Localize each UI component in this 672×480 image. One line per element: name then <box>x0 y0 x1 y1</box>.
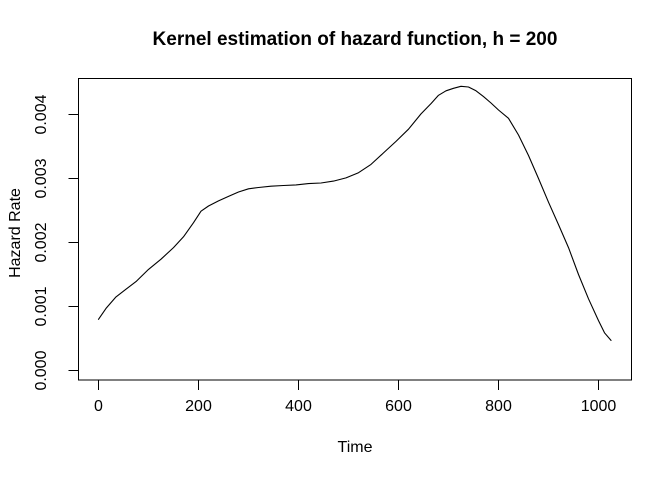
y-axis-label: Hazard Rate <box>7 188 24 278</box>
y-axis-tick-label: 0.004 <box>33 94 50 134</box>
y-axis-tick-label: 0.003 <box>33 158 50 198</box>
hazard-curve <box>97 85 612 341</box>
plot-box <box>78 78 632 381</box>
y-axis-tick-label: 0.000 <box>33 350 50 390</box>
x-axis-tick-label: 0 <box>94 398 103 415</box>
y-axis-tick-label: 0.001 <box>33 286 50 326</box>
x-axis-label: Time <box>338 439 373 456</box>
x-axis-tick-label: 1000 <box>581 398 617 415</box>
x-axis-tick-label: 200 <box>185 398 212 415</box>
plot-area: 0 200 400 600 800 1000 0.000 0.001 0.002 0.003 0.0… <box>33 78 632 415</box>
x-axis-tick-label: 400 <box>285 398 312 415</box>
chart-title: Kernel estimation of hazard function, h … <box>153 29 558 50</box>
x-axis-tick-label: 800 <box>485 398 512 415</box>
y-axis-tick-label: 0.002 <box>33 222 50 262</box>
x-axis-tick-label: 600 <box>385 398 412 415</box>
